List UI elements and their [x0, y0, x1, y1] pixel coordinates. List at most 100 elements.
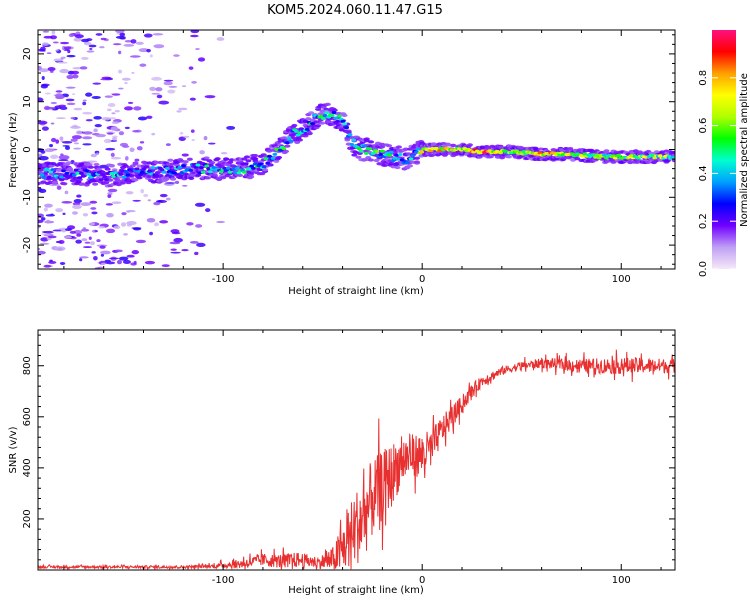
noise-blob [153, 222, 160, 227]
ridge-halo [92, 182, 99, 186]
noise-blob [73, 147, 82, 150]
noise-blob [71, 135, 82, 140]
noise-blob [44, 106, 56, 110]
ridge-halo [273, 159, 280, 163]
noise-blob [113, 225, 121, 230]
ridge-core [86, 172, 91, 176]
ridge-halo [379, 145, 386, 149]
noise-blob [43, 207, 48, 212]
noise-blob [131, 249, 140, 255]
noise-blob [112, 137, 118, 141]
ridge-halo [107, 178, 114, 182]
noise-blob [105, 203, 113, 206]
noise-blob [99, 245, 106, 249]
noise-blob [220, 151, 228, 155]
noise-blob [60, 41, 70, 45]
ridge-core [594, 153, 600, 157]
noise-blob [53, 58, 63, 62]
noise-blob [69, 230, 76, 234]
noise-blob [216, 220, 226, 224]
noise-blob [100, 253, 105, 257]
noise-blob [45, 219, 51, 224]
noise-blob [188, 66, 194, 70]
ridge-halo [671, 151, 675, 155]
spectrogram-y-axis-label: Frequency (Hz) [8, 112, 19, 188]
noise-blob [38, 120, 48, 125]
ridge-core [281, 146, 287, 150]
noise-blob [100, 37, 107, 41]
ridge-halo [103, 181, 110, 185]
ridge-halo [603, 149, 610, 153]
noise-blob [43, 264, 52, 268]
ridge-halo [214, 157, 221, 161]
noise-blob [49, 70, 54, 73]
ridge-halo [170, 177, 177, 181]
noise-blob [40, 237, 49, 242]
noise-blob [68, 33, 75, 38]
noise-blob [116, 259, 122, 265]
noise-blob [40, 150, 46, 154]
x-tick-label: 100 [612, 274, 631, 285]
noise-blob [70, 138, 78, 142]
noise-blob [118, 131, 125, 136]
noise-blob [61, 140, 73, 144]
ridge-halo [209, 160, 216, 165]
noise-blob [38, 68, 49, 73]
noise-blob [49, 35, 58, 40]
ridge-core [138, 173, 143, 177]
ridge-core [650, 153, 656, 157]
ridge-core [335, 119, 340, 123]
ridge-core [73, 168, 79, 172]
noise-blob [203, 136, 208, 141]
noise-blob [64, 145, 71, 150]
noise-blob [65, 86, 76, 89]
noise-blob [131, 71, 135, 74]
noise-blob [143, 33, 153, 38]
noise-blob [132, 199, 141, 202]
noise-blob [92, 82, 102, 85]
noise-blob [151, 132, 156, 136]
noise-blob [107, 102, 116, 107]
ridge-halo [61, 182, 68, 186]
noise-blob [58, 155, 70, 160]
noise-blob [70, 125, 81, 129]
ridge-core [258, 162, 263, 166]
noise-blob [91, 211, 98, 215]
ridge-core [344, 126, 349, 130]
colorbar: 0.0 0.2 0.4 0.6 0.8 Normalized spectral ampl… [698, 30, 750, 277]
ridge-core [293, 129, 299, 133]
noise-blob [170, 248, 177, 251]
ridge-core [64, 171, 70, 175]
noise-blob [65, 98, 75, 102]
noise-blob [73, 199, 82, 204]
y-tick-label: -20 [22, 237, 33, 253]
ridge-core [265, 161, 271, 165]
noise-blob [59, 261, 66, 265]
noise-blob [44, 148, 55, 153]
ridge-halo [262, 168, 269, 172]
noise-blob [191, 139, 195, 141]
noise-blob [89, 222, 95, 226]
ridge-halo [142, 161, 149, 165]
ridge-halo [96, 175, 103, 179]
noise-blob [59, 68, 70, 74]
ridge-halo [252, 154, 259, 158]
noise-blob [93, 255, 98, 261]
noise-blob [197, 57, 206, 62]
ridge-core [50, 168, 56, 172]
ridge-core [410, 154, 416, 158]
ridge-core [285, 141, 290, 145]
ridge-core [286, 136, 292, 140]
ridge-halo [244, 155, 251, 159]
ridge-core [338, 117, 344, 121]
ridge-core [419, 150, 425, 154]
noise-blob [173, 237, 183, 243]
ridge-halo [414, 160, 421, 164]
ridge-core [596, 156, 602, 160]
y-tick-label: 20 [22, 48, 33, 61]
noise-blob [82, 246, 93, 249]
ridge-halo [395, 145, 402, 149]
ridge-core [362, 144, 367, 148]
noise-blob [93, 116, 102, 120]
noise-blob [205, 208, 211, 213]
